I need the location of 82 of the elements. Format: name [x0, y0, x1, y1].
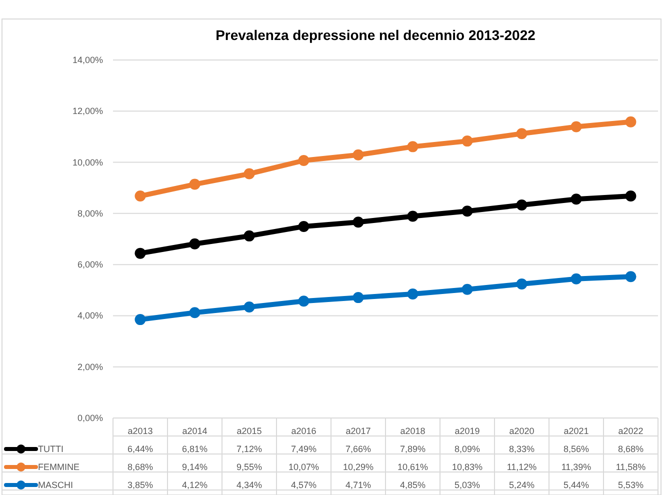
data-label: 8,56%: [563, 444, 590, 454]
y-tick-label: 10,00%: [72, 157, 103, 168]
point: [625, 190, 636, 202]
data-label: 10,07%: [288, 462, 320, 472]
data-label: 11,58%: [616, 462, 646, 472]
point: [407, 141, 418, 152]
point: [134, 314, 146, 326]
point: [516, 128, 528, 140]
data-label: 5,44%: [563, 480, 590, 490]
y-tick-label: 14,00%: [72, 55, 103, 65]
data-label: 11,12%: [506, 462, 537, 472]
chart-title: Prevalenza depressione nel decennio 2013-2022: [216, 27, 536, 43]
data-label: 8,68%: [127, 462, 154, 472]
x-tick-label: a2015: [236, 426, 262, 436]
point: [189, 307, 200, 318]
data-label: 10,29%: [342, 462, 374, 472]
point: [462, 206, 473, 217]
legend-label: MASCHI: [38, 480, 74, 490]
point: [407, 288, 418, 300]
y-tick-label: 12,00%: [72, 106, 103, 116]
point: [570, 194, 582, 205]
point: [570, 273, 582, 284]
data-label: 4,57%: [290, 480, 317, 490]
y-tick-label: 0,00%: [77, 413, 103, 423]
point: [407, 210, 418, 222]
point: [298, 296, 310, 307]
data-label: 5,03%: [454, 480, 480, 490]
point: [134, 190, 146, 202]
point: [625, 271, 636, 282]
data-label: 4,71%: [345, 480, 372, 490]
data-label: 7,66%: [345, 444, 372, 454]
data-label: 4,85%: [400, 480, 426, 490]
point: [189, 178, 200, 190]
y-tick-label: 4,00%: [77, 310, 103, 321]
data-label: 7,49%: [290, 444, 317, 454]
y-tick-label: 8,00%: [77, 208, 103, 218]
y-tick-label: 2,00%: [77, 362, 103, 372]
data-label: 8,33%: [508, 444, 535, 454]
point: [244, 168, 255, 180]
data-label: 6,81%: [182, 444, 208, 454]
data-label: 6,44%: [127, 444, 154, 454]
data-label: 9,14%: [182, 462, 208, 472]
point: [516, 278, 528, 290]
data-label: 5,24%: [508, 480, 535, 490]
legend-label: TUTTI: [38, 444, 64, 454]
data-label: 5,53%: [618, 480, 644, 490]
point: [462, 136, 473, 147]
data-label: 10,83%: [452, 462, 483, 472]
point: [625, 116, 636, 128]
point: [244, 230, 255, 242]
data-label: 10,61%: [397, 462, 428, 472]
x-tick-label: a2016: [291, 426, 316, 436]
point: [244, 302, 255, 313]
x-tick-label: a2020: [509, 426, 534, 436]
point: [352, 292, 364, 304]
data-label: 8,09%: [454, 444, 480, 454]
x-tick-label: a2017: [346, 426, 371, 436]
point: [298, 154, 310, 166]
point: [570, 121, 582, 132]
data-label: 4,12%: [182, 480, 208, 490]
data-label: 11,39%: [561, 462, 592, 472]
point: [352, 149, 364, 160]
data-label: 3,85%: [127, 480, 154, 490]
point: [298, 220, 310, 232]
x-tick-label: a2019: [454, 426, 480, 436]
x-tick-label: a2022: [618, 426, 644, 436]
point: [134, 248, 146, 259]
x-tick-label: a2013: [128, 426, 153, 436]
data-label: 8,68%: [618, 444, 644, 454]
legend-label: FEMMINE: [38, 462, 80, 472]
point: [516, 199, 528, 210]
point: [352, 216, 364, 228]
data-label: 9,55%: [236, 462, 262, 472]
data-label: 7,89%: [400, 444, 426, 454]
point: [189, 238, 200, 250]
x-tick-label: a2014: [182, 426, 208, 436]
y-tick-label: 6,00%: [77, 260, 103, 270]
data-label: 7,12%: [236, 444, 262, 454]
data-label: 4,34%: [236, 480, 262, 490]
point: [462, 284, 473, 295]
x-tick-label: a2018: [400, 426, 426, 436]
x-tick-label: a2021: [564, 426, 589, 436]
